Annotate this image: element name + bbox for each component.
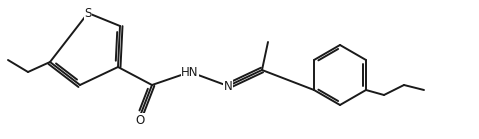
Text: S: S: [84, 7, 91, 19]
Text: N: N: [224, 80, 232, 92]
Text: O: O: [136, 114, 145, 126]
Text: HN: HN: [181, 65, 199, 79]
